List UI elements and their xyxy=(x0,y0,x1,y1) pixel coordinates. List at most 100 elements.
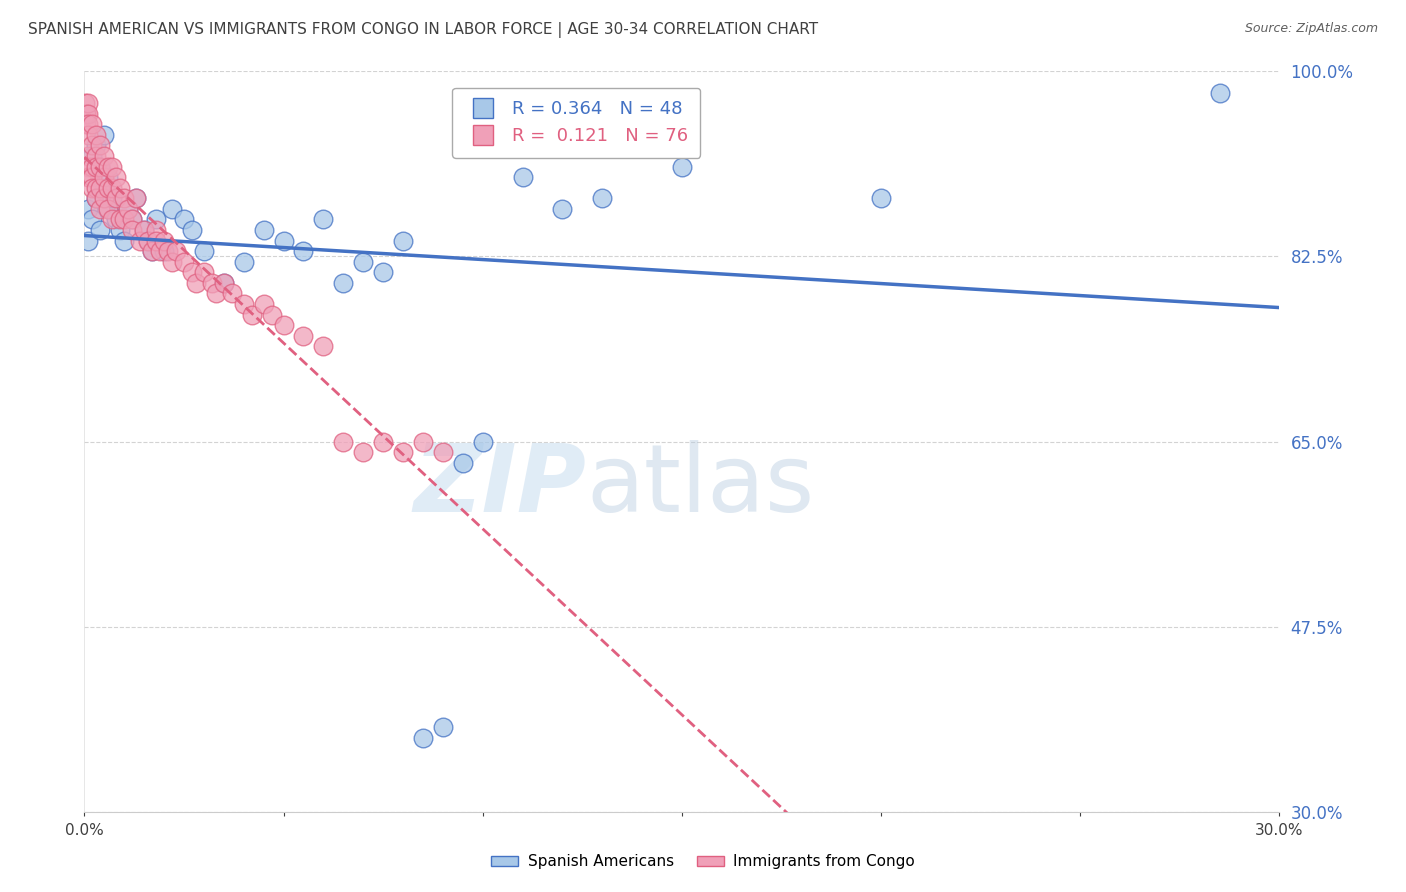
Point xyxy=(86,138,108,153)
Point xyxy=(75,106,97,120)
Point xyxy=(89,160,111,174)
Point xyxy=(136,234,159,248)
Point xyxy=(82,138,104,153)
Point xyxy=(273,318,295,333)
Point xyxy=(232,297,254,311)
Point xyxy=(181,265,204,279)
Point xyxy=(75,117,97,131)
Point xyxy=(870,191,893,205)
Point xyxy=(101,160,124,174)
Point xyxy=(129,234,152,248)
Point xyxy=(77,160,100,174)
Point xyxy=(89,160,111,174)
Point xyxy=(101,191,124,205)
Point xyxy=(145,234,167,248)
Point xyxy=(77,149,100,163)
Point xyxy=(173,212,195,227)
Point xyxy=(77,170,100,185)
Point xyxy=(157,244,180,259)
Point xyxy=(153,234,176,248)
Point xyxy=(253,297,276,311)
Point xyxy=(101,180,124,194)
Point xyxy=(82,160,104,174)
Point xyxy=(82,117,104,131)
Point xyxy=(110,212,132,227)
Point xyxy=(201,276,224,290)
Point xyxy=(105,191,128,205)
Point xyxy=(212,276,235,290)
Point xyxy=(97,180,120,194)
Point xyxy=(89,138,111,153)
Text: Source: ZipAtlas.com: Source: ZipAtlas.com xyxy=(1244,22,1378,36)
Point xyxy=(93,170,115,185)
Point xyxy=(471,434,494,449)
Point xyxy=(412,731,434,745)
Point xyxy=(97,202,120,216)
Point xyxy=(212,276,235,290)
Point xyxy=(101,212,124,227)
Point xyxy=(86,180,108,194)
Point xyxy=(253,223,276,237)
Point xyxy=(184,276,207,290)
Point xyxy=(221,286,243,301)
Point xyxy=(125,191,148,205)
Point xyxy=(110,223,132,237)
Point xyxy=(112,234,135,248)
Point xyxy=(75,96,97,111)
Point xyxy=(86,160,108,174)
Point xyxy=(93,191,115,205)
Point xyxy=(93,128,115,142)
Point xyxy=(149,244,172,259)
Point xyxy=(132,223,156,237)
Point xyxy=(93,180,115,194)
Point xyxy=(97,160,120,174)
Point xyxy=(181,223,204,237)
Point xyxy=(432,720,454,734)
Point xyxy=(75,106,97,120)
Point xyxy=(117,202,139,216)
Point xyxy=(551,202,574,216)
Point xyxy=(312,212,335,227)
Text: SPANISH AMERICAN VS IMMIGRANTS FROM CONGO IN LABOR FORCE | AGE 30-34 CORRELATION: SPANISH AMERICAN VS IMMIGRANTS FROM CONG… xyxy=(28,22,818,38)
Point xyxy=(232,254,254,268)
Point xyxy=(141,244,163,259)
Point xyxy=(89,202,111,216)
Point xyxy=(145,223,167,237)
Point xyxy=(77,117,100,131)
Point xyxy=(153,244,176,259)
Point xyxy=(412,434,434,449)
Point xyxy=(352,254,374,268)
Point xyxy=(125,191,148,205)
Point xyxy=(77,96,100,111)
Point xyxy=(260,308,283,322)
Point xyxy=(193,265,215,279)
Point xyxy=(121,212,143,227)
Point xyxy=(312,339,335,353)
Point xyxy=(451,456,474,470)
Point xyxy=(332,276,354,290)
Point xyxy=(512,170,534,185)
Point xyxy=(132,223,156,237)
Point xyxy=(373,265,395,279)
Point xyxy=(82,212,104,227)
Legend: Spanish Americans, Immigrants from Congo: Spanish Americans, Immigrants from Congo xyxy=(485,848,921,875)
Point xyxy=(173,254,195,268)
Point xyxy=(117,202,139,216)
Point xyxy=(352,445,374,459)
Point xyxy=(110,180,132,194)
Point xyxy=(82,180,104,194)
Point xyxy=(273,234,295,248)
Point xyxy=(82,149,104,163)
Point xyxy=(392,234,415,248)
Point xyxy=(160,202,183,216)
Point xyxy=(105,212,128,227)
Point xyxy=(373,434,395,449)
Legend: R = 0.364   N = 48, R =  0.121   N = 76: R = 0.364 N = 48, R = 0.121 N = 76 xyxy=(451,87,700,158)
Point xyxy=(141,244,163,259)
Point xyxy=(105,170,128,185)
Point xyxy=(93,149,115,163)
Point xyxy=(77,202,100,216)
Point xyxy=(292,244,315,259)
Point xyxy=(112,191,135,205)
Point xyxy=(292,328,315,343)
